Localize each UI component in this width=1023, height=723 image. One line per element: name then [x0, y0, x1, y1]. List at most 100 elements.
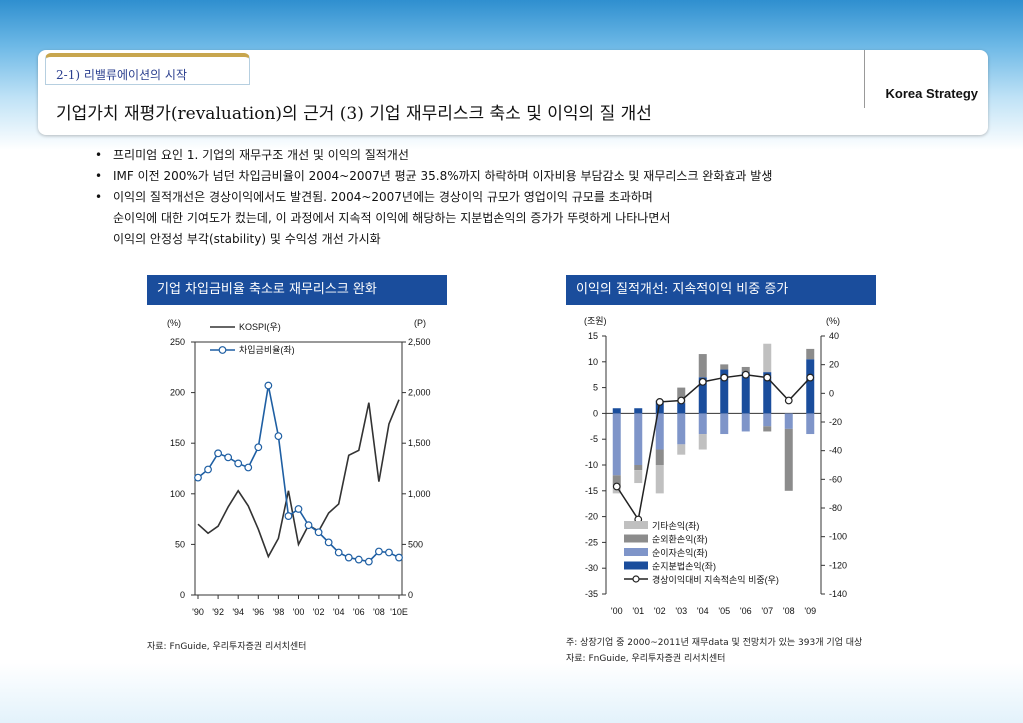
bullet-dot: • — [95, 190, 103, 204]
bar-segment — [655, 413, 664, 450]
bullet-list: • 프리미엄 요인 1. 기업의 재무구조 개선 및 이익의 질적개선 • IM… — [95, 145, 975, 250]
bar-segment — [655, 449, 664, 465]
bar-segment — [677, 444, 686, 455]
background-footer — [0, 663, 1023, 723]
right-tick-label: 2,000 — [408, 388, 431, 398]
section-label: 2-1) 리밸류에이션의 시작 — [56, 68, 187, 82]
left-tick-label: -5 — [590, 434, 598, 444]
bar-segment — [720, 364, 729, 370]
legend-swatch — [624, 521, 648, 529]
legend-label: 기타손익(좌) — [652, 520, 699, 531]
debt-ratio-point — [374, 547, 383, 556]
bar-segment — [741, 413, 750, 432]
bullet-text: 이익의 질적개선은 경상이익에서도 발견됨. 2004~2007년에는 경상이익… — [113, 190, 653, 204]
debt-ratio-point — [334, 548, 343, 557]
right-tick-label: 1,000 — [408, 489, 431, 499]
legend-label: 순이자손익(좌) — [652, 547, 708, 558]
x-tick-label: '10E — [390, 607, 408, 617]
right-tick-label: 20 — [829, 360, 839, 370]
bullet-text: IMF 이전 200%가 넘던 차입금비율이 2004~2007년 평균 35.… — [113, 169, 773, 183]
recurring-ratio-point — [677, 396, 686, 405]
bar-segment — [698, 377, 707, 414]
right-note: 주: 상장기업 중 2000~2011년 재무data 및 전망치가 있는 39… — [566, 638, 863, 648]
legend-kospi-label: KOSPI(우) — [239, 322, 281, 332]
x-tick-label: '00 — [611, 606, 623, 616]
x-tick-label: '90 — [192, 607, 204, 617]
x-tick-label: '02 — [313, 607, 325, 617]
legend-label: 순외환손익(좌) — [652, 534, 708, 545]
recurring-ratio-point — [806, 373, 815, 382]
bar-segment — [741, 366, 750, 373]
left-tick-label: -20 — [585, 512, 598, 522]
right-tick-label: 0 — [408, 590, 413, 600]
left-axis-unit: (조원) — [584, 316, 607, 326]
debt-ratio-point — [254, 443, 263, 452]
bar-segment — [677, 387, 686, 404]
x-tick-label: '07 — [761, 606, 773, 616]
debt-ratio-point — [244, 463, 253, 472]
x-tick-label: '08 — [373, 607, 385, 617]
plot-frame — [194, 341, 403, 596]
left-tick-label: -10 — [585, 460, 598, 470]
left-axis-unit: (%) — [167, 318, 181, 328]
legend-debt-label: 차입금비율(좌) — [239, 344, 295, 355]
right-axis-unit: (%) — [826, 316, 840, 326]
legend-label: 순지분법손익(좌) — [652, 561, 716, 572]
earnings-quality-chart: (조원) (%) 15 10 5 0 -5 -10 -15 -20 -25 -30 -35 40 20 0 -2… — [584, 316, 847, 616]
legend-debt-marker — [218, 346, 227, 354]
leverage-kospi-chart: (%) (P) 0 50 100 150 200 250 0 500 1,000 1,500 2,000… — [167, 318, 431, 617]
left-tick-label: 200 — [170, 388, 185, 398]
bar-segment — [763, 372, 772, 414]
debt-ratio-point — [395, 553, 403, 562]
bar-segment — [677, 403, 686, 414]
debt-ratio-point — [304, 521, 313, 530]
recurring-ratio-point — [741, 370, 750, 379]
bar-segment — [720, 369, 729, 414]
right-tick-label: -20 — [829, 417, 842, 427]
x-tick-label: '92 — [212, 607, 224, 617]
legend-swatch — [624, 561, 648, 570]
right-tick-label: 0 — [829, 388, 834, 398]
x-tick-label: '06 — [740, 606, 752, 616]
debt-ratio-point — [214, 449, 222, 458]
recurring-ratio-point — [784, 396, 793, 405]
header-divider — [864, 50, 865, 108]
recurring-ratio-line — [616, 373, 811, 522]
bar-segment — [634, 470, 643, 484]
left-panel-title: 기업 차입금비율 축소로 재무리스크 완화 — [147, 275, 447, 305]
right-tick-label: -140 — [829, 589, 847, 599]
debt-ratio-point — [274, 432, 283, 441]
bar-segment — [763, 426, 772, 432]
x-tick-label: '01 — [632, 606, 644, 616]
left-tick-label: 150 — [170, 438, 185, 448]
debt-ratio-point — [264, 381, 273, 390]
section-tab — [45, 53, 250, 85]
bar-segment — [763, 413, 772, 427]
debt-ratio-point — [364, 557, 373, 566]
right-tick-label: 40 — [829, 331, 839, 341]
debt-ratio-point — [204, 465, 212, 474]
x-tick-label: '04 — [333, 607, 345, 617]
right-tick-label: -40 — [829, 446, 842, 456]
left-tick-label: 250 — [170, 337, 185, 347]
right-tick-label: -80 — [829, 503, 842, 513]
x-tick-label: '98 — [273, 607, 285, 617]
x-tick-label: '08 — [783, 606, 795, 616]
bar-segment — [806, 348, 815, 360]
left-tick-label: -30 — [585, 563, 598, 573]
x-tick-label: '04 — [697, 606, 709, 616]
left-tick-label: -15 — [585, 486, 598, 496]
bar-segment — [612, 408, 621, 414]
right-tick-label: -60 — [829, 474, 842, 484]
right-tick-label: -120 — [829, 560, 847, 570]
bar-segment — [698, 413, 707, 435]
x-tick-label: '94 — [232, 607, 244, 617]
x-tick-label: '05 — [718, 606, 730, 616]
bar-segment — [698, 354, 707, 378]
left-tick-label: 15 — [588, 331, 598, 341]
left-tick-label: 5 — [593, 383, 598, 393]
bullet-continuation: 순이익에 대한 기여도가 컸는데, 이 과정에서 지속적 이익에 해당하는 지분… — [113, 211, 671, 225]
left-tick-label: 50 — [175, 539, 185, 549]
left-tick-label: 10 — [588, 357, 598, 367]
right-panel-title: 이익의 질적개선: 지속적이익 비중 증가 — [566, 275, 876, 305]
